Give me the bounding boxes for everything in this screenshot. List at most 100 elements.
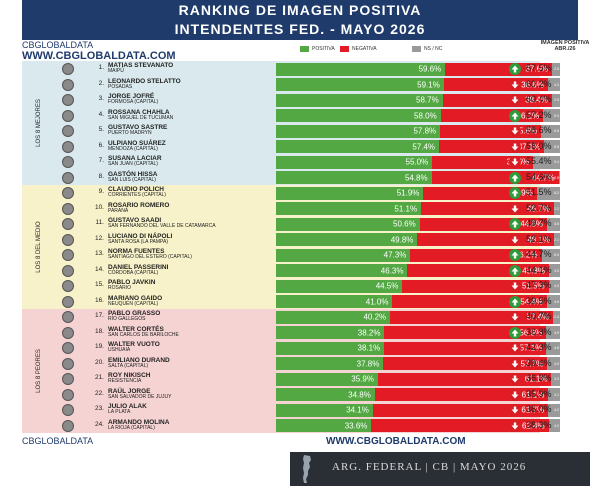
arrow-down-icon [509,156,521,168]
brand-url[interactable]: WWW.CBGLOBALDATA.COM [22,50,176,62]
group-label: LOS 8 DEL MEDIO [36,221,42,273]
value-nsnc: 4.8 [554,346,559,350]
value-nsnc: 4.6 [554,299,559,304]
previous-value: 58.6% [526,125,552,135]
ranking-row: 4. ROSSANA CHAHLA SAN MIGUEL DE TUCUMAN 58.… [56,108,590,124]
avatar [62,249,74,261]
mayor-city: MAIPÚ [108,68,124,74]
bar-positiva: 51.1% [276,202,422,215]
footer-url[interactable]: WWW.CBGLOBALDATA.COM [326,436,466,447]
previous-value: 38.3% [526,419,552,430]
rank-number: 1. [98,64,104,71]
value-nsnc: 2.8 [554,67,559,71]
bar-nsnc: 6.6 [541,124,560,138]
arrow-down-icon [509,233,521,246]
bar-nsnc: 2.4 [553,310,560,324]
bar-nsnc: 2.8 [552,62,560,76]
value-positiva: 59.1% [417,80,440,89]
bar-nsnc: 4.0 [548,279,560,293]
value-nsnc: 4.5 [554,361,559,366]
value-negativa: 46.2% [514,250,538,260]
bar-positiva: 41.0% [276,295,393,308]
group-side-label: LOS 8 MEJORES [22,61,56,185]
value-negativa: 37.1% [517,142,541,151]
brand-block: CBGLOBALDATA WWW.CBGLOBALDATA.COM [22,40,176,62]
arrow-down-icon [509,342,521,354]
ranking-row: 24. ARMANDO MOLINA LA RIOJA (CAPITAL) 33.6%… [56,418,590,434]
bar-positiva: 59.1% [276,78,444,91]
stacked-bar: 58.7% 38.4% 2.9 [276,93,560,107]
legend-negativa: NEGATIVA [340,46,377,52]
value-positiva: 40.2% [363,312,387,322]
previous-value: 51.5% [526,187,552,197]
imagen-positiva-header: IMAGEN POSITIVA ABR./26 [540,40,590,52]
brand-name: CBGLOBALDATA [22,40,94,50]
ranking-row: 9. CLAUDIO POLICH CORRIENTES (CAPITAL) 51.9… [56,185,590,201]
avatar [62,295,74,308]
mayor-name: JORGE JOFRÉ [108,93,155,100]
mayor-name: ROSARIO ROMERO [108,201,170,209]
previous-value: 57.5% [526,63,552,73]
value-nsnc: 4.6 [554,222,559,226]
rank-number: 23. [94,405,104,412]
rank-number: 16. [94,296,104,304]
mayor-city: PUERTO MADRYN [108,130,152,136]
arrow-down-icon [509,404,521,416]
stacked-bar: 51.9% 39.9% 8.2 [276,186,560,200]
avatar [62,109,74,122]
mayor-name: MARIANO GAIDO [108,294,163,302]
rank-number: 3. [98,95,104,102]
bar-nsnc: 3.9 [548,264,560,277]
previous-value: 44.7% [526,249,552,259]
bar-negativa: 38.4% [442,93,552,107]
ranking-row: 18. WALTER CORTÉS SAN CARLOS DE BARILOCHE 3… [56,325,590,341]
footer-brand: CBGLOBALDATA [22,436,94,446]
arrow-up-icon [509,326,521,339]
value-positiva: 49.8% [390,235,414,244]
rank-number: 9. [98,188,104,195]
bar-nsnc: 4.9 [546,326,560,339]
mayor-city: LA RIOJA (CAPITAL) [108,424,155,431]
arrow-down-icon [509,373,521,385]
value-nsnc: 3.0 [554,377,559,381]
value-positiva: 51.9% [396,188,420,198]
mayor-city: SANTA ROSA (LA PAMPA) [108,238,169,245]
bar-nsnc: 5.9 [543,109,560,122]
ranking-row: 8. GASTÓN HISSA SAN LUIS (CAPITAL) 54.8% 44.… [56,170,590,186]
argentina-map-icon [303,455,311,483]
bar-nsnc: 4.6 [546,217,560,231]
mayor-name: LUCIANO DI NÁPOLI [108,232,173,240]
ranking-row: 15. PABLO JAVKIN ROSARIO 44.5% 51.5% 4.0 47.3% [56,278,590,294]
rank-number: 2. [98,79,104,87]
stacked-bar: 51.1% 46.7% 2.2 [276,202,560,215]
legend-swatch-nsnc [412,46,421,52]
value-negativa: 35.6% [514,126,538,136]
mayor-city: RÍO GALLEGOS [108,316,146,322]
mayor-name: DANIEL PASSERINI [108,263,169,271]
previous-value: 44.1% [526,264,552,275]
bar-negativa: 37.6% [445,62,553,76]
ranking-row: 19. WALTER VUOTO USHUAIA 38.1% 57.1% 4.8 42.3% [56,340,590,356]
ranking-row: 21. ROY NIKISCH RESISTENCIA 35.9% 61.1% 3.0 36… [56,371,590,387]
value-positiva: 47.3% [383,250,407,260]
mayor-city: FORMOSA (CAPITAL) [108,99,159,105]
mayor-city: MENDOZA (CAPITAL) [108,145,158,152]
bar-positiva: 34.8% [276,388,375,401]
mayor-name: CLAUDIO POLICH [108,186,164,193]
avatar [62,78,74,91]
mayor-city: SANTIAGO DEL ESTERO (CAPITAL) [108,254,192,260]
stacked-bar: 54.8% 44.7% 0.5 [276,171,560,184]
ranking-row: 10. ROSARIO ROMERO PARANÁ 51.1% 46.7% 2.2 52.7… [56,201,590,217]
avatar [62,218,74,230]
arrow-down-icon [509,78,521,91]
arrow-down-icon [509,311,521,323]
value-negativa: 56.9% [519,328,543,337]
value-negativa: 54.4% [520,297,543,306]
mayor-name: JULIO ALAK [108,403,147,410]
previous-value: 47.3% [526,280,552,290]
value-nsnc: 6.6 [554,129,559,133]
legend-label-positiva: POSITIVA [312,46,335,52]
arrow-up-icon [509,249,521,261]
arrow-down-icon [509,94,521,106]
